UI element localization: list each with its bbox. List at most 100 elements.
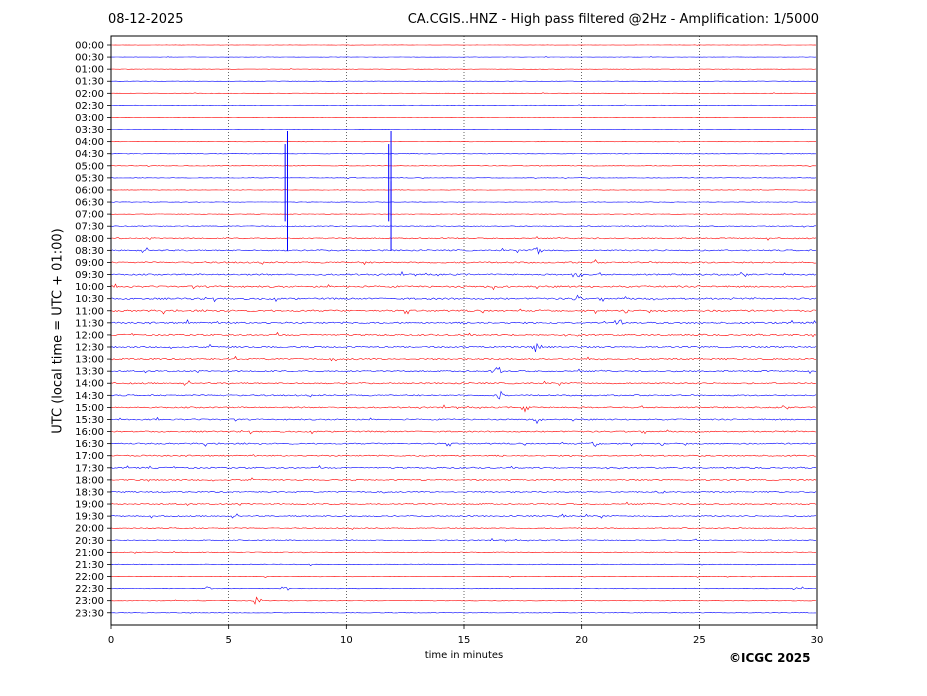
y-tick-label: 04:00 (75, 137, 104, 148)
x-tick-label: 20 (575, 635, 588, 646)
y-tick-label: 01:00 (75, 65, 104, 76)
copyright-notice: ©ICGC 2025 (729, 651, 811, 665)
y-tick-label: 20:00 (75, 524, 104, 535)
y-tick-label: 15:00 (75, 403, 104, 414)
y-tick-label: 00:00 (75, 41, 104, 52)
trace-17:30 (110, 465, 817, 470)
trace-01:00 (110, 68, 817, 70)
y-tick-label: 14:00 (75, 379, 104, 390)
y-tick-label: 09:00 (75, 258, 104, 269)
y-tick-label: 00:30 (75, 53, 104, 64)
y-tick-label: 21:30 (75, 560, 104, 571)
trace-20:00 (110, 527, 817, 530)
seismic-events (284, 131, 392, 251)
trace-09:30 (110, 271, 817, 278)
y-tick-label: 16:30 (75, 439, 104, 450)
y-tick-label: 01:30 (75, 77, 104, 88)
trace-18:30 (110, 490, 817, 494)
y-tick-label: 22:30 (75, 584, 104, 595)
y-tick-label: 08:30 (75, 246, 104, 257)
trace-13:00 (110, 355, 817, 362)
vertical-gridlines (228, 36, 700, 625)
x-tick-label: 5 (225, 635, 231, 646)
y-tick-label: 18:00 (75, 475, 104, 486)
x-tick-label: 30 (811, 635, 824, 646)
trace-20:30 (110, 537, 816, 542)
trace-06:30 (110, 201, 816, 203)
trace-10:30 (110, 294, 817, 303)
y-tick-label: 17:30 (75, 463, 104, 474)
y-tick-label: 19:30 (75, 512, 104, 523)
plot-date: 08-12-2025 (108, 12, 184, 27)
y-tick-label: 07:00 (75, 210, 104, 221)
trace-11:00 (110, 308, 817, 315)
trace-10:00 (110, 283, 817, 291)
y-tick-label: 10:00 (75, 282, 104, 293)
trace-00:30 (111, 56, 817, 58)
y-tick-label: 22:00 (75, 572, 104, 583)
y-tick-label: 03:30 (75, 125, 104, 136)
trace-12:00 (110, 331, 817, 338)
trace-08:00 (110, 236, 817, 241)
y-tick-label: 19:00 (75, 500, 104, 511)
y-tick-label: 17:00 (75, 451, 104, 462)
x-axis-ticks: 0 5 10 15 20 25 30 (108, 625, 824, 646)
trace-19:00 (110, 501, 817, 506)
trace-04:00 (110, 141, 817, 143)
trace-07:00 (110, 213, 817, 215)
trace-05:00 (110, 165, 816, 168)
trace-14:00 (110, 380, 817, 387)
y-tick-label: 06:30 (75, 198, 104, 209)
trace-18:00 (110, 477, 817, 482)
trace-19:30 (110, 513, 817, 519)
trace-09:00 (110, 259, 817, 266)
y-tick-label: 16:00 (75, 427, 104, 438)
seismic-traces (110, 44, 817, 614)
y-tick-label: 13:00 (75, 355, 104, 366)
trace-11:30 (110, 319, 817, 325)
y-tick-label: 21:00 (75, 548, 104, 559)
trace-16:30 (110, 441, 817, 447)
trace-23:30 (111, 612, 816, 614)
trace-02:30 (110, 104, 817, 106)
y-tick-label: 12:00 (75, 330, 104, 341)
y-tick-label: 23:30 (75, 608, 104, 619)
y-tick-label: 05:00 (75, 161, 104, 172)
y-tick-label: 13:30 (75, 367, 104, 378)
y-tick-label: 14:30 (75, 391, 104, 402)
trace-07:30 (110, 225, 816, 228)
y-tick-label: 18:30 (75, 487, 104, 498)
y-tick-label: 20:30 (75, 536, 104, 547)
trace-06:00 (110, 188, 817, 191)
trace-00:00 (111, 44, 817, 46)
trace-15:30 (110, 416, 817, 425)
y-tick-label: 07:30 (75, 222, 104, 233)
trace-22:00 (110, 575, 817, 578)
x-tick-label: 0 (108, 635, 114, 646)
y-tick-label: 15:30 (75, 415, 104, 426)
trace-05:30 (110, 177, 817, 180)
plot-title: CA.CGIS..HNZ - High pass filtered @2Hz -… (407, 12, 819, 27)
trace-23:00 (110, 596, 817, 605)
x-tick-label: 25 (693, 635, 706, 646)
y-tick-label: 10:30 (75, 294, 104, 305)
trace-16:00 (110, 429, 817, 435)
y-tick-label: 08:00 (75, 234, 104, 245)
y-tick-label: 06:00 (75, 185, 104, 196)
trace-02:00 (110, 92, 817, 94)
x-tick-label: 10 (340, 635, 353, 646)
y-axis-ticks: 00:0000:3001:0001:3002:0002:3003:0003:30… (75, 41, 111, 619)
trace-21:00 (110, 551, 816, 554)
trace-21:30 (110, 563, 817, 566)
trace-22:30 (110, 586, 817, 591)
y-tick-label: 23:00 (75, 596, 104, 607)
y-tick-label: 12:30 (75, 343, 104, 354)
trace-14:30 (110, 390, 817, 400)
x-tick-label: 15 (458, 635, 471, 646)
y-tick-label: 02:30 (75, 101, 104, 112)
y-tick-label: 11:30 (75, 318, 104, 329)
y-tick-label: 05:30 (75, 173, 104, 184)
trace-04:30 (110, 153, 816, 155)
trace-08:30 (110, 247, 817, 255)
